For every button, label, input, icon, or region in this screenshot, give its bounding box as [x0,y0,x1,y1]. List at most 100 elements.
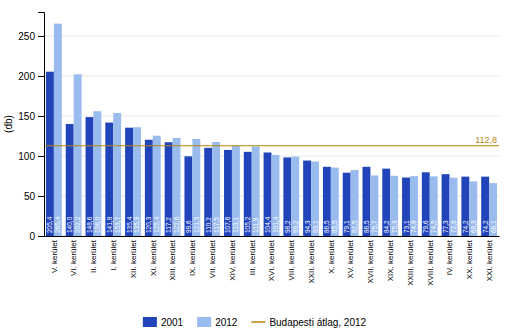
x-tick: XV. kerület [346,239,355,278]
y-tick: 200 [18,71,44,82]
y-tick: 0 [29,231,44,242]
x-tick-label: XIV. kerület [228,239,237,280]
bar [442,174,450,236]
plot-area [44,24,499,236]
y-tick-label: 100 [18,151,35,162]
legend-item: 2001 [143,317,184,328]
data-label: 120,3 [145,216,152,233]
y-tick: 250 [18,31,44,42]
data-label: 105,2 [244,216,251,233]
y-tick-mark [38,156,44,157]
legend-swatch [143,317,157,327]
data-label: 117,2 [165,217,172,233]
data-label: 121,3 [193,216,200,233]
bar [232,146,240,236]
bar [133,127,141,236]
bar [153,136,161,236]
data-label: 140,0 [66,216,73,233]
bar [105,123,113,236]
y-tick: 150 [18,111,44,122]
data-labels: 205,4140,0148,6141,8135,4120,3117,299,61… [46,216,496,233]
y-axis-line [38,13,45,237]
x-tick-label: VIII. kerület [287,239,296,280]
x-tick: III. kerület [248,239,257,275]
bar [192,139,200,236]
x-tick-label: X. kerület [327,239,336,274]
x-tick: XIV. kerület [228,239,237,280]
data-label: 135,9 [133,216,140,233]
x-tick: XVI. kerület [267,239,276,281]
x-axis-line [45,236,500,237]
y-tick-mark [38,36,44,37]
bar [351,170,359,236]
grid [44,36,499,236]
legend-label: 2001 [161,317,184,328]
data-label: 153,7 [114,216,121,233]
bar [46,72,54,236]
y-tick-mark [38,116,44,117]
x-tick: X. kerület [327,239,336,274]
data-label: 148,6 [86,216,93,233]
y-tick-label: 0 [29,231,35,242]
bar [363,167,371,236]
data-label: 73,1 [403,220,410,233]
grid-line [44,36,499,37]
x-tick: IV. kerület [445,239,454,275]
grid-line [44,76,499,77]
bar [252,146,260,236]
data-label: 107,6 [224,216,231,233]
bar [54,24,62,236]
data-label: 202,2 [74,216,81,233]
x-tick-label: V. kerület [50,239,59,273]
x-tick-label: XX. kerület [465,239,474,279]
data-label: 74,5 [430,220,437,233]
x-tick-label: II. kerület [89,239,98,273]
data-label: 85,5 [331,220,338,233]
x-tick-label: IV. kerület [445,239,454,275]
x-tick-label: XXIII. kerület [406,239,415,286]
bar [422,172,430,236]
x-tick-label: I. kerület [109,239,118,270]
x-tick: VIII. kerület [287,239,296,280]
bar-series [46,72,489,236]
data-label: 98,2 [284,220,291,233]
y-axis: 050100150200250 [18,13,44,242]
bar [331,168,339,236]
bar [86,117,94,236]
data-label: 75,7 [371,220,378,233]
data-label: 66,1 [490,220,497,233]
x-tick-label: XVII. kerület [366,239,375,283]
data-label: 79,1 [343,220,350,233]
data-label: 205,4 [46,216,53,233]
y-tick-mark [38,196,44,197]
legend: 20012012Budapesti átlag, 2012 [143,317,367,328]
bar [469,181,477,236]
data-label: 82,5 [351,220,358,233]
y-tick: 100 [18,151,44,162]
y-tick-label: 150 [18,111,35,122]
x-tick: XIII. kerület [168,239,177,280]
x-tick-label: XV. kerület [346,239,355,278]
data-label: 77,3 [442,220,449,233]
x-axis: V. kerület VI. kerület II. kerület I. kerül… [45,237,500,286]
y-tick-mark [38,236,44,237]
x-tick: XXII. kerület [307,239,316,283]
x-tick: XVII. kerület [366,239,375,283]
bar [402,178,410,236]
data-label: 135,4 [126,216,133,233]
bar [343,173,351,236]
x-tick-label: XXI. kerület [485,239,494,281]
x-tick: VI. kerület [69,239,78,276]
data-label: 113,1 [232,217,239,233]
x-tick: XXIII. kerület [406,239,415,286]
data-label: 86,5 [323,220,330,233]
data-label: 101,4 [272,216,279,233]
y-axis-title: (db) [3,115,14,133]
bar [382,169,390,236]
data-label: 79,6 [422,220,429,233]
data-label: 99,2 [292,220,299,233]
x-tick-label: VII. kerület [208,239,217,278]
data-label: 156,0 [94,216,101,233]
data-label: 75,3 [391,220,398,233]
x-tick-label: XXII. kerület [307,239,316,283]
